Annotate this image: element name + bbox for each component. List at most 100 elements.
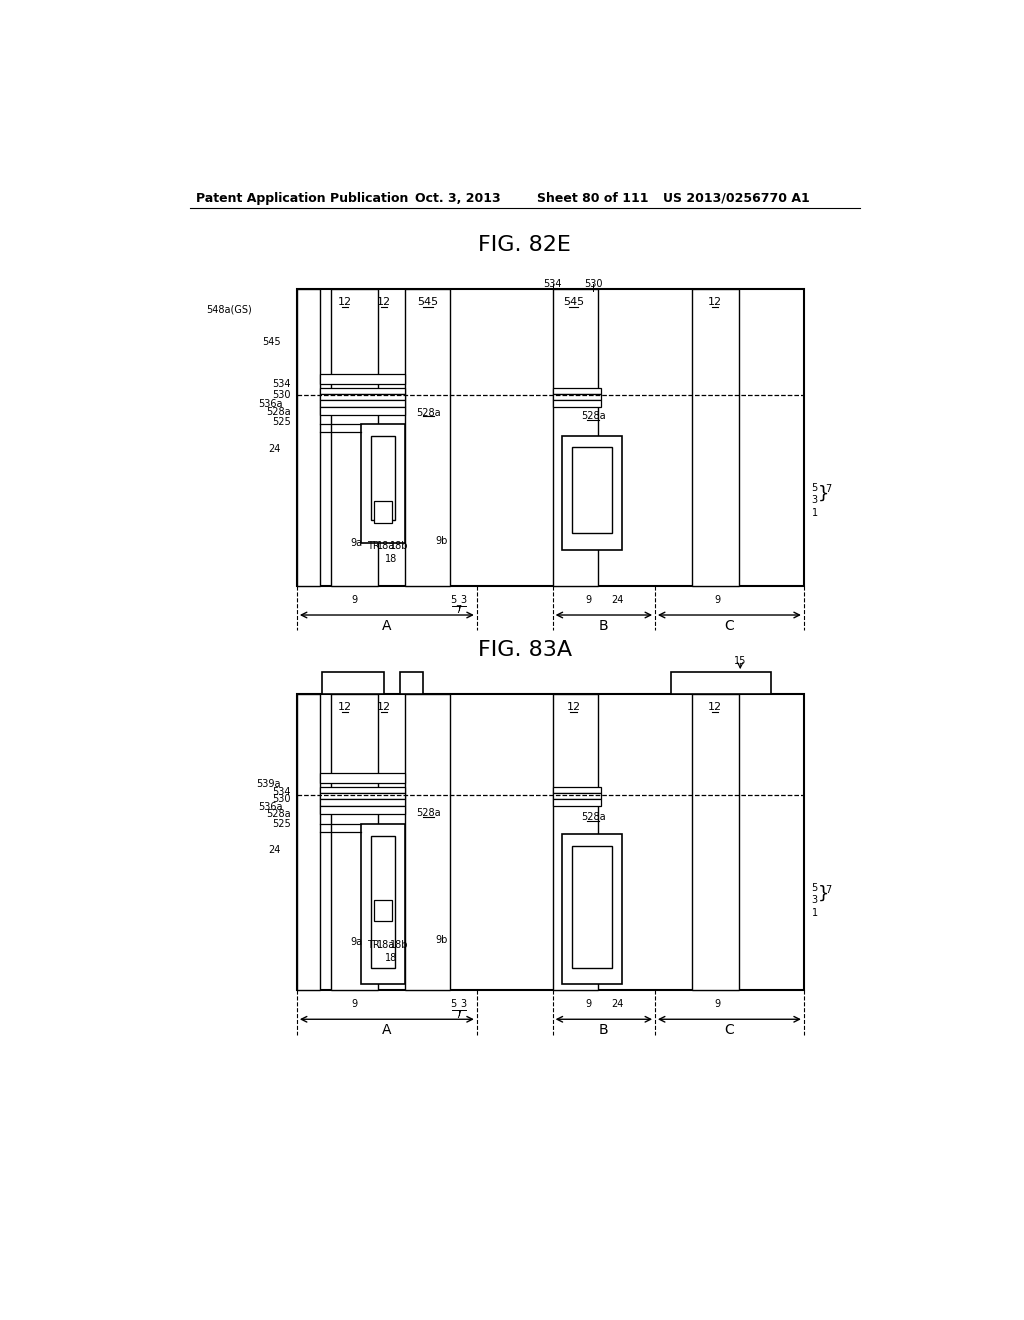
FancyBboxPatch shape — [553, 289, 598, 586]
Text: 24: 24 — [611, 594, 624, 605]
Text: 18: 18 — [385, 554, 397, 564]
FancyBboxPatch shape — [321, 388, 406, 395]
FancyBboxPatch shape — [400, 672, 423, 693]
Text: 525: 525 — [272, 820, 291, 829]
Text: 12: 12 — [338, 702, 352, 713]
Text: 528a: 528a — [417, 808, 441, 818]
Text: 528a: 528a — [581, 412, 605, 421]
Text: 9a: 9a — [350, 539, 362, 548]
FancyBboxPatch shape — [406, 289, 451, 586]
Text: 18b: 18b — [390, 940, 409, 949]
Text: A: A — [382, 1023, 391, 1038]
FancyBboxPatch shape — [553, 400, 601, 407]
FancyBboxPatch shape — [297, 289, 321, 586]
Text: Oct. 3, 2013: Oct. 3, 2013 — [415, 191, 501, 205]
Text: 15: 15 — [734, 656, 746, 667]
Text: 9: 9 — [351, 594, 357, 605]
Text: 3: 3 — [461, 999, 467, 1008]
FancyBboxPatch shape — [321, 400, 406, 407]
Text: 534: 534 — [544, 279, 562, 289]
FancyBboxPatch shape — [553, 395, 601, 400]
Text: 7: 7 — [825, 884, 831, 895]
FancyBboxPatch shape — [692, 289, 738, 586]
Text: 7: 7 — [455, 606, 461, 615]
Text: 530: 530 — [584, 279, 602, 289]
FancyBboxPatch shape — [322, 672, 384, 693]
Text: 528a: 528a — [266, 407, 291, 417]
Text: TR: TR — [368, 541, 380, 550]
Text: 5: 5 — [451, 594, 457, 605]
Text: 1: 1 — [812, 908, 818, 917]
FancyBboxPatch shape — [692, 693, 738, 990]
FancyBboxPatch shape — [371, 836, 395, 969]
Text: US 2013/0256770 A1: US 2013/0256770 A1 — [663, 191, 810, 205]
Text: A: A — [382, 619, 391, 632]
Text: 9: 9 — [586, 594, 592, 605]
FancyBboxPatch shape — [371, 436, 395, 520]
Text: 9a: 9a — [350, 937, 362, 948]
FancyBboxPatch shape — [572, 846, 612, 969]
FancyBboxPatch shape — [321, 799, 406, 807]
Text: 24: 24 — [268, 444, 281, 454]
Text: 12: 12 — [566, 702, 581, 713]
Text: 12: 12 — [377, 702, 391, 713]
FancyBboxPatch shape — [321, 793, 406, 799]
Text: 9: 9 — [586, 999, 592, 1008]
Text: 24: 24 — [268, 845, 281, 855]
Text: 7: 7 — [825, 484, 831, 495]
Text: 5: 5 — [812, 483, 818, 492]
Text: 545: 545 — [418, 297, 438, 308]
FancyBboxPatch shape — [321, 807, 406, 813]
FancyBboxPatch shape — [572, 447, 612, 533]
Text: 528a: 528a — [581, 812, 605, 822]
Text: 530: 530 — [272, 389, 291, 400]
Text: 5: 5 — [812, 883, 818, 894]
Text: 9: 9 — [351, 999, 357, 1008]
FancyBboxPatch shape — [406, 693, 451, 990]
Text: 12: 12 — [708, 297, 722, 308]
Text: 528a: 528a — [266, 809, 291, 820]
FancyBboxPatch shape — [297, 693, 321, 990]
Text: 548a(GS): 548a(GS) — [206, 305, 252, 314]
Text: 3: 3 — [461, 594, 467, 605]
Text: 12: 12 — [708, 702, 722, 713]
FancyBboxPatch shape — [553, 388, 601, 395]
Text: 545: 545 — [563, 297, 584, 308]
Text: }: } — [818, 484, 829, 503]
Text: 5: 5 — [451, 999, 457, 1008]
Text: FIG. 83A: FIG. 83A — [478, 640, 571, 660]
Text: C: C — [725, 1023, 734, 1038]
FancyBboxPatch shape — [553, 787, 601, 793]
Text: 18a: 18a — [377, 541, 395, 550]
Text: B: B — [599, 619, 608, 632]
FancyBboxPatch shape — [297, 289, 804, 586]
Text: 9: 9 — [714, 999, 720, 1008]
Text: 9b: 9b — [435, 935, 449, 945]
Text: 1: 1 — [812, 508, 818, 517]
Text: 18b: 18b — [390, 541, 409, 550]
Text: B: B — [599, 1023, 608, 1038]
Text: 536a: 536a — [258, 801, 283, 812]
Text: 18: 18 — [385, 953, 397, 962]
Text: TR: TR — [368, 940, 380, 949]
FancyBboxPatch shape — [562, 834, 623, 983]
Text: 18a: 18a — [377, 940, 395, 949]
Text: 534: 534 — [272, 787, 291, 797]
Text: 12: 12 — [377, 297, 391, 308]
FancyBboxPatch shape — [297, 693, 804, 990]
FancyBboxPatch shape — [553, 793, 601, 799]
FancyBboxPatch shape — [331, 693, 378, 990]
FancyBboxPatch shape — [375, 502, 391, 523]
Text: 24: 24 — [611, 999, 624, 1008]
Text: Sheet 80 of 111: Sheet 80 of 111 — [538, 191, 648, 205]
Text: 534: 534 — [272, 379, 291, 389]
Text: 3: 3 — [812, 895, 818, 906]
FancyBboxPatch shape — [331, 289, 378, 586]
FancyBboxPatch shape — [321, 787, 406, 793]
Text: 9b: 9b — [435, 536, 449, 546]
Text: 9: 9 — [714, 594, 720, 605]
FancyBboxPatch shape — [321, 395, 406, 400]
FancyBboxPatch shape — [360, 825, 406, 983]
Text: 536a: 536a — [258, 399, 283, 409]
Text: }: } — [818, 884, 829, 903]
